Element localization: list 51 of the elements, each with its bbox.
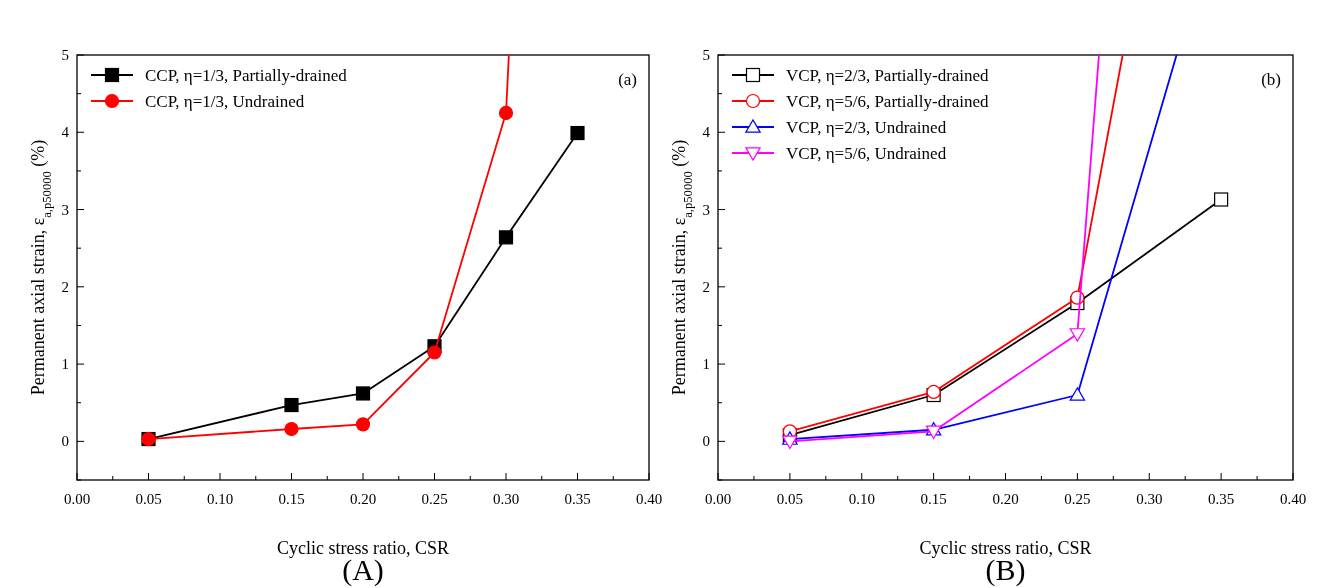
y-tick-label: 4 — [702, 124, 711, 141]
x-tick-label: 0.10 — [206, 491, 234, 507]
x-tick-label: 0.25 — [1064, 491, 1091, 507]
point — [1069, 387, 1086, 401]
x-tick-label: 0.30 — [1136, 491, 1163, 507]
x-tick-label: 0.40 — [1279, 491, 1307, 507]
legend-label: VCP, η=5/6, Partially-drained — [786, 92, 990, 111]
x-tick-label: 0.15 — [920, 491, 947, 507]
point — [355, 386, 371, 401]
y-tick-label: 5 — [61, 47, 69, 63]
annotation: (a) — [618, 70, 637, 89]
legend-label: CCP, η=1/3, Partially-drained — [145, 66, 348, 85]
point — [782, 435, 798, 450]
x-tick-label: 0.35 — [1208, 491, 1235, 507]
x-tick-label: 0.20 — [992, 491, 1019, 507]
x-tick-label: 0.35 — [564, 491, 591, 507]
y-tick-label: 5 — [702, 47, 710, 63]
point — [1069, 328, 1086, 342]
point — [427, 345, 442, 360]
x-tick-label: 0.10 — [848, 491, 875, 507]
point — [355, 417, 371, 432]
legend-label: CCP, η=1/3, Undrained — [145, 92, 305, 111]
x-tick-label: 0.00 — [63, 491, 91, 507]
x-tick-label: 0.40 — [635, 491, 663, 507]
point — [498, 105, 514, 121]
legend-label: VCP, η=5/6, Undrained — [786, 144, 947, 163]
y-tick-label: 2 — [61, 278, 69, 295]
annotation: (b) — [1261, 70, 1281, 89]
y-tick-label: 4 — [61, 124, 70, 141]
point — [284, 397, 299, 413]
point — [570, 125, 585, 141]
x-tick-label: 0.00 — [704, 491, 732, 507]
point — [925, 425, 942, 440]
x-tick-label: 0.25 — [421, 491, 448, 507]
y-tick-label: 1 — [61, 356, 69, 373]
legend-label: VCP, η=2/3, Partially-drained — [786, 66, 990, 85]
y-tick-label: 0 — [61, 433, 69, 450]
point — [1214, 192, 1229, 207]
point — [498, 230, 514, 245]
y-tick-label: 2 — [702, 278, 710, 295]
y-tick-label: 3 — [61, 201, 69, 218]
x-tick-label: 0.30 — [492, 491, 520, 507]
point — [284, 421, 299, 437]
y-tick-label: 0 — [702, 433, 710, 450]
x-tick-label: 0.20 — [349, 491, 377, 507]
x-tick-label: 0.05 — [776, 491, 803, 507]
y-tick-label: 1 — [702, 356, 710, 373]
x-tick-label: 0.15 — [278, 491, 305, 507]
x-tick-label: 0.05 — [135, 491, 162, 507]
y-tick-label: 3 — [702, 201, 710, 218]
legend-label: VCP, η=2/3, Undrained — [786, 118, 947, 137]
